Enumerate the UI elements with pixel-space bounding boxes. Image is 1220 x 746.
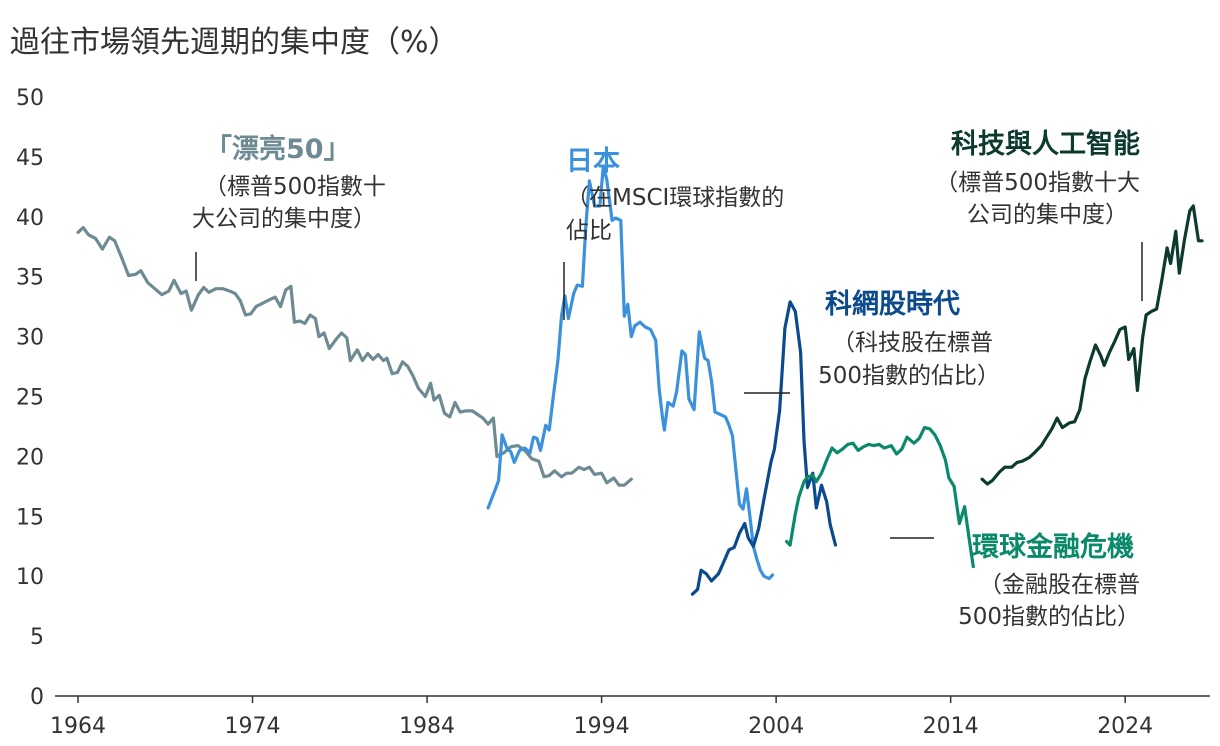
y-tick-label: 5 [30, 625, 44, 650]
y-tick-label: 35 [16, 266, 44, 291]
dotcom-annotation-note: 500指數的佔比） [818, 363, 1000, 389]
annotations: 「漂亮50」（標普500指數十大公司的集中度）日本（在MSCI環球指數的佔比科網… [192, 128, 1140, 630]
x-axis: 1964 1974 1984 1994 2004 2014 2024 [50, 695, 1210, 739]
chart-title: 過往市場領先週期的集中度（%） [10, 25, 459, 60]
tech-ai-annotation-note: 公司的集中度） [967, 202, 1128, 228]
y-tick-label: 45 [16, 146, 44, 171]
dotcom-line [690, 300, 838, 596]
series-lines [76, 164, 1204, 596]
x-tick-label: 1964 [50, 714, 106, 739]
y-tick-label: 20 [16, 445, 44, 470]
annotation-leaders [195, 242, 1143, 539]
x-tick-label: 1994 [574, 714, 630, 739]
nifty-fifty-annotation-note: （標普500指數十 [204, 174, 386, 200]
tech-ai-annotation-note: （標普500指數十大 [935, 170, 1140, 196]
x-tick-label: 2024 [1097, 714, 1153, 739]
japan-annotation-note: 佔比 [566, 218, 612, 244]
tech-ai-annotation-title: 科技與人工智能 [951, 128, 1140, 160]
gfc-annotation-note: 500指數的佔比） [958, 604, 1140, 630]
gfc-annotation-note: （金融股在標普 [979, 572, 1140, 598]
y-tick-label: 15 [16, 505, 44, 530]
y-axis: 0 5 10 15 20 25 30 35 40 45 50 [16, 86, 44, 710]
nifty-fifty-annotation-title: 「漂亮50」 [205, 133, 351, 165]
y-tick-label: 50 [16, 86, 44, 111]
japan-annotation-title: 日本 [566, 146, 620, 177]
nifty-fifty-line [76, 226, 633, 487]
x-tick-label: 1984 [399, 714, 455, 739]
y-tick-label: 25 [16, 386, 44, 411]
gfc-annotation-title: 環球金融危機 [972, 531, 1134, 563]
tech-ai-line [980, 204, 1204, 486]
nifty-fifty-annotation-note: 大公司的集中度） [192, 206, 376, 232]
x-tick-label: 2014 [923, 714, 979, 739]
japan-annotation-note: （在MSCI環球指數的 [566, 185, 784, 211]
gfc-line [785, 426, 975, 569]
dotcom-annotation-title: 科網股時代 [825, 288, 960, 320]
y-tick-label: 30 [16, 326, 44, 351]
x-tick-label: 2004 [748, 714, 804, 739]
x-tick-label: 1974 [225, 714, 281, 739]
y-tick-label: 10 [16, 565, 44, 590]
y-tick-label: 40 [16, 206, 44, 231]
y-tick-label: 0 [30, 685, 44, 710]
dotcom-annotation-note: （科技股在標普 [832, 330, 993, 356]
japan-line [486, 164, 775, 581]
